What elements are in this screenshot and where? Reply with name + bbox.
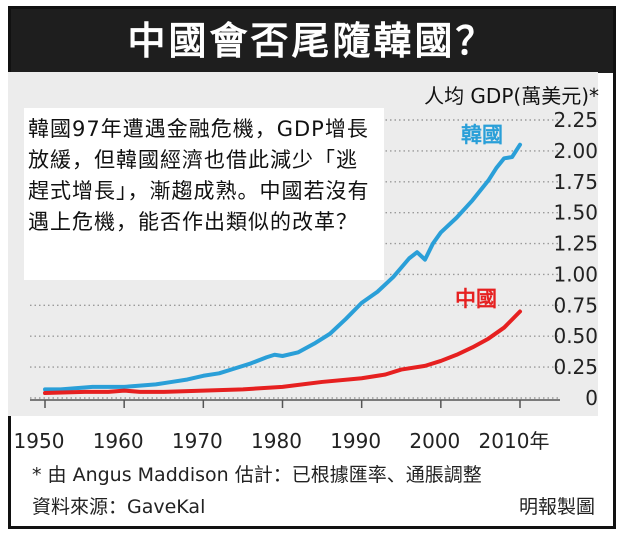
y-tick-label: 0 (585, 386, 598, 410)
y-tick-label: 1.00 (553, 262, 598, 286)
footnote: * 由 Angus Maddison 估計：已根據匯率、通脹調整 (32, 464, 482, 486)
y-tick-label: 0.75 (553, 293, 598, 317)
y-axis-unit-label: 人均 GDP(萬美元)* (424, 84, 599, 108)
series-line-korea (43, 142, 522, 392)
source-label: 資料來源：GaveKal (32, 496, 206, 518)
series-label-china: 中國 (455, 287, 497, 311)
x-tick-label: 2010年 (479, 429, 550, 453)
x-tick-label: 1960 (93, 429, 144, 453)
series-label-korea: 韓國 (461, 123, 503, 147)
chart-title: 中國會否尾隨韓國？ (127, 19, 497, 63)
credit-label: 明報製圖 (518, 496, 595, 518)
annotation-box (24, 108, 384, 280)
x-tick-label: 1980 (251, 429, 302, 453)
y-tick-label: 0.50 (553, 324, 598, 348)
y-tick-label: 0.25 (553, 355, 598, 379)
title-bar: 中國會否尾隨韓國？ (11, 9, 613, 73)
y-tick-label: 1.50 (553, 201, 598, 225)
y-tick-label: 1.25 (553, 232, 598, 256)
y-tick-label: 2.25 (553, 108, 598, 132)
annotation-text: 韓國97年遭遇金融危機，GDP增長放緩，但韓國經濟也借此減少「逃趕式增長」，漸趨… (28, 117, 370, 234)
x-tick-label: 1950 (14, 429, 65, 453)
x-tick-label: 1990 (330, 429, 381, 453)
y-tick-label: 1.75 (553, 170, 598, 194)
x-tick-label: 2000 (409, 429, 460, 453)
y-tick-label: 2.00 (553, 139, 598, 163)
series-line-china (43, 309, 522, 396)
x-tick-label: 1970 (172, 429, 223, 453)
